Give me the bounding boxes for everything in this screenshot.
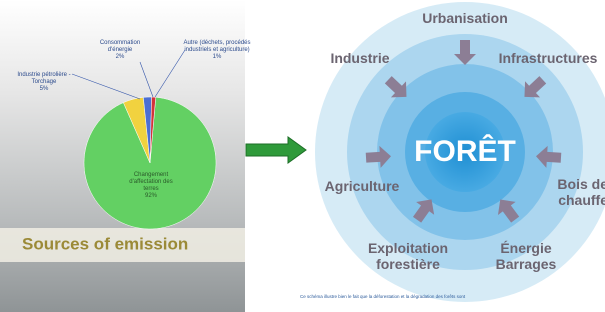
page: FORÊT Sources of emission Ce schéma illu… bbox=[0, 0, 605, 312]
node-label: Énergie Barrages bbox=[488, 240, 564, 272]
slice-value: 1% bbox=[213, 54, 222, 60]
flow-arrow bbox=[246, 137, 306, 163]
footer: Ce schéma illustre bien le fait que la d… bbox=[300, 294, 466, 299]
node-label: Urbanisation bbox=[415, 10, 515, 26]
node-label: Infrastructures bbox=[498, 50, 598, 66]
slice-name: Autre (déchets, procédés industriels et … bbox=[183, 40, 250, 53]
slice-name: Industrie pétrolière - Torchage bbox=[17, 72, 70, 85]
node-label: Exploitation forestière bbox=[358, 240, 458, 272]
center-label: FORÊT bbox=[414, 134, 516, 168]
node-label: Agriculture bbox=[312, 178, 412, 194]
node-label: Bois de chauffe bbox=[548, 176, 605, 208]
node-label: Industrie bbox=[320, 50, 400, 66]
slice-value: 2% bbox=[116, 54, 125, 60]
caption: Sources of emission bbox=[22, 234, 188, 253]
pie bbox=[84, 97, 216, 229]
slice-value: 92% bbox=[145, 193, 157, 199]
slice-name: Consommation d'énergie bbox=[100, 40, 140, 53]
slice-label: Autre (déchets, procédés industriels et … bbox=[182, 40, 252, 61]
slice-value: 5% bbox=[40, 86, 49, 92]
slice-name: Changement d'affectation des terres bbox=[129, 172, 172, 192]
